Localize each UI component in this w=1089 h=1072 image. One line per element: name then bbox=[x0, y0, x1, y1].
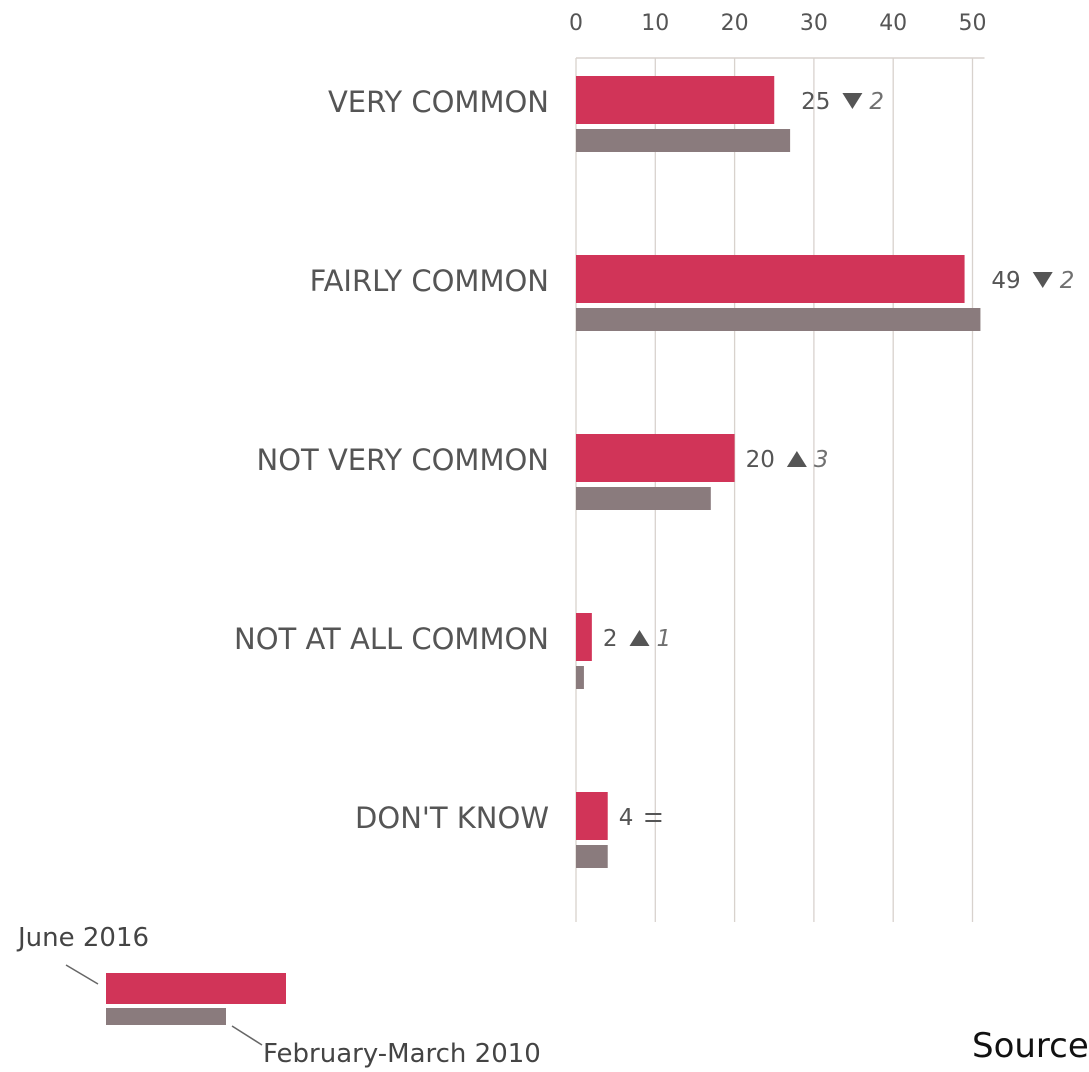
x-tick-label: 20 bbox=[721, 11, 749, 36]
x-tick-label: 40 bbox=[879, 11, 907, 36]
x-tick-label: 0 bbox=[569, 11, 583, 36]
decrease-triangle-icon bbox=[842, 93, 863, 109]
legend: June 2016 February-March 2010 bbox=[16, 923, 541, 1069]
bar-june-2016 bbox=[576, 434, 735, 482]
change-amount: 2 bbox=[869, 89, 884, 115]
category-label: NOT VERY COMMON bbox=[257, 443, 549, 477]
increase-triangle-icon bbox=[629, 630, 650, 646]
change-amount: 1 bbox=[657, 626, 672, 652]
category-label: DON'T KNOW bbox=[355, 801, 549, 835]
x-tick-label: 10 bbox=[641, 11, 669, 36]
bar-feb-mar-2010 bbox=[576, 129, 791, 152]
legend-swatch-feb-mar-2010 bbox=[106, 1008, 226, 1025]
legend-leader-feb-mar-2010 bbox=[231, 1025, 263, 1046]
category-label: FAIRLY COMMON bbox=[310, 264, 549, 298]
bars bbox=[576, 76, 981, 868]
bar-june-2016 bbox=[576, 613, 592, 661]
legend-swatch-june-2016 bbox=[106, 973, 286, 1004]
data-label: 4 bbox=[619, 805, 634, 831]
data-label: 2 bbox=[603, 626, 618, 652]
change-amount: 2 bbox=[1060, 268, 1075, 294]
bar-feb-mar-2010 bbox=[576, 308, 981, 331]
x-tick-label: 30 bbox=[800, 11, 828, 36]
bar-june-2016 bbox=[576, 76, 775, 124]
bar-june-2016 bbox=[576, 792, 608, 840]
data-label: 20 bbox=[746, 447, 775, 473]
bar-feb-mar-2010 bbox=[576, 666, 584, 689]
labels: VERY COMMON 25 2 FAIRLY COMMON 49 2 NOT VERY C… bbox=[234, 85, 1074, 835]
legend-leader-june-2016 bbox=[65, 964, 99, 985]
change-amount: 3 bbox=[814, 447, 829, 473]
source-label: Source bbox=[972, 1026, 1089, 1066]
category-label: NOT AT ALL COMMON bbox=[234, 622, 549, 656]
data-label: 25 bbox=[801, 89, 830, 115]
bar-june-2016 bbox=[576, 255, 965, 303]
x-tick-label: 50 bbox=[959, 11, 987, 36]
category-label: VERY COMMON bbox=[328, 85, 549, 119]
increase-triangle-icon bbox=[786, 451, 807, 467]
bar-feb-mar-2010 bbox=[576, 845, 608, 868]
data-label: 49 bbox=[991, 268, 1020, 294]
decrease-triangle-icon bbox=[1032, 272, 1053, 288]
bar-feb-mar-2010 bbox=[576, 487, 711, 510]
x-axis-ticks: 0 10 20 30 40 50 bbox=[569, 11, 987, 36]
legend-label-feb-mar-2010: February-March 2010 bbox=[263, 1039, 541, 1069]
legend-label-june-2016: June 2016 bbox=[16, 923, 149, 953]
